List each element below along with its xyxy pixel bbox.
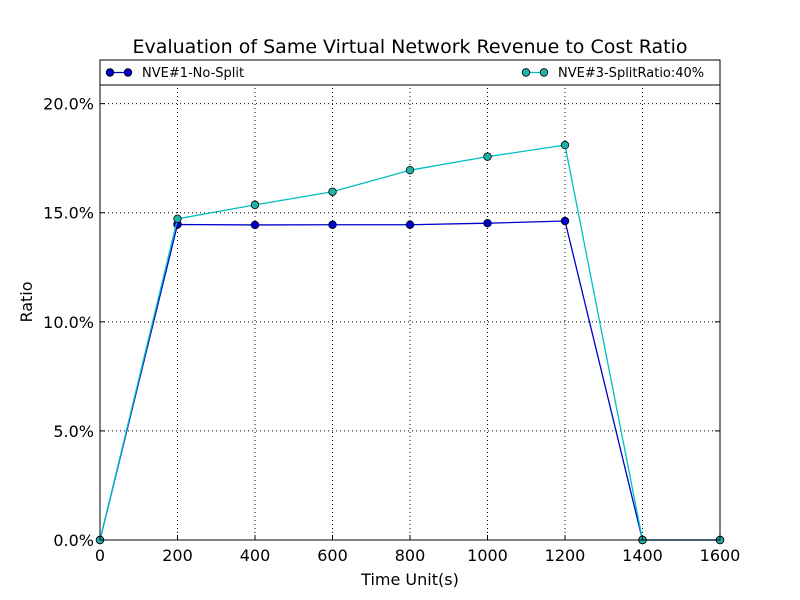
legend-box [99,59,721,86]
series-2-point [328,187,337,196]
x-tick-label: 800 [395,546,426,565]
y-tick-label: 0.0% [53,531,94,550]
x-tick-label: 1600 [700,546,741,565]
legend: NVE#1-No-Split NVE#3-SplitRatio:40% [99,59,721,86]
series-2-point [483,152,492,161]
x-tick-label: 1000 [467,546,508,565]
series-2-point [173,214,182,224]
grid [100,60,720,540]
series-layer [95,140,725,545]
x-axis-label: Time Unit(s) [360,570,459,589]
y-tick-label: 20.0% [43,95,94,114]
chart-title: Evaluation of Same Virtual Network Reven… [132,36,687,58]
legend-marker-1 [105,68,115,77]
legend-marker-1 [123,68,133,77]
series-1-point [250,220,260,230]
series-1-point [560,216,570,226]
x-tick-label: 1200 [545,546,586,565]
y-tick-label: 5.0% [53,422,94,441]
y-tick-label: 15.0% [43,204,94,223]
axis-ticks: 0 200 400 600 800 1000 1200 1400 1600 0.0% 5.0% 10.… [43,60,740,565]
legend-label-2: NVE#3-SplitRatio:40% [558,66,704,81]
x-tick-label: 0 [95,546,105,565]
legend-label-1: NVE#1-No-Split [142,66,244,81]
series-1-point [483,218,492,228]
series-1-point [328,220,337,229]
x-tick-label: 600 [317,546,348,565]
series-2-point [560,140,570,150]
x-tick-label: 400 [240,546,271,565]
series-2-point [405,165,415,175]
legend-marker-2 [539,68,549,77]
x-tick-label: 1400 [622,546,663,565]
y-tick-label: 10.0% [43,313,94,332]
series-2-point [250,200,260,210]
x-tick-label: 200 [162,546,193,565]
y-axis-label: Ratio [17,281,36,322]
legend-marker-2 [521,68,531,77]
series-1-point [405,220,415,229]
